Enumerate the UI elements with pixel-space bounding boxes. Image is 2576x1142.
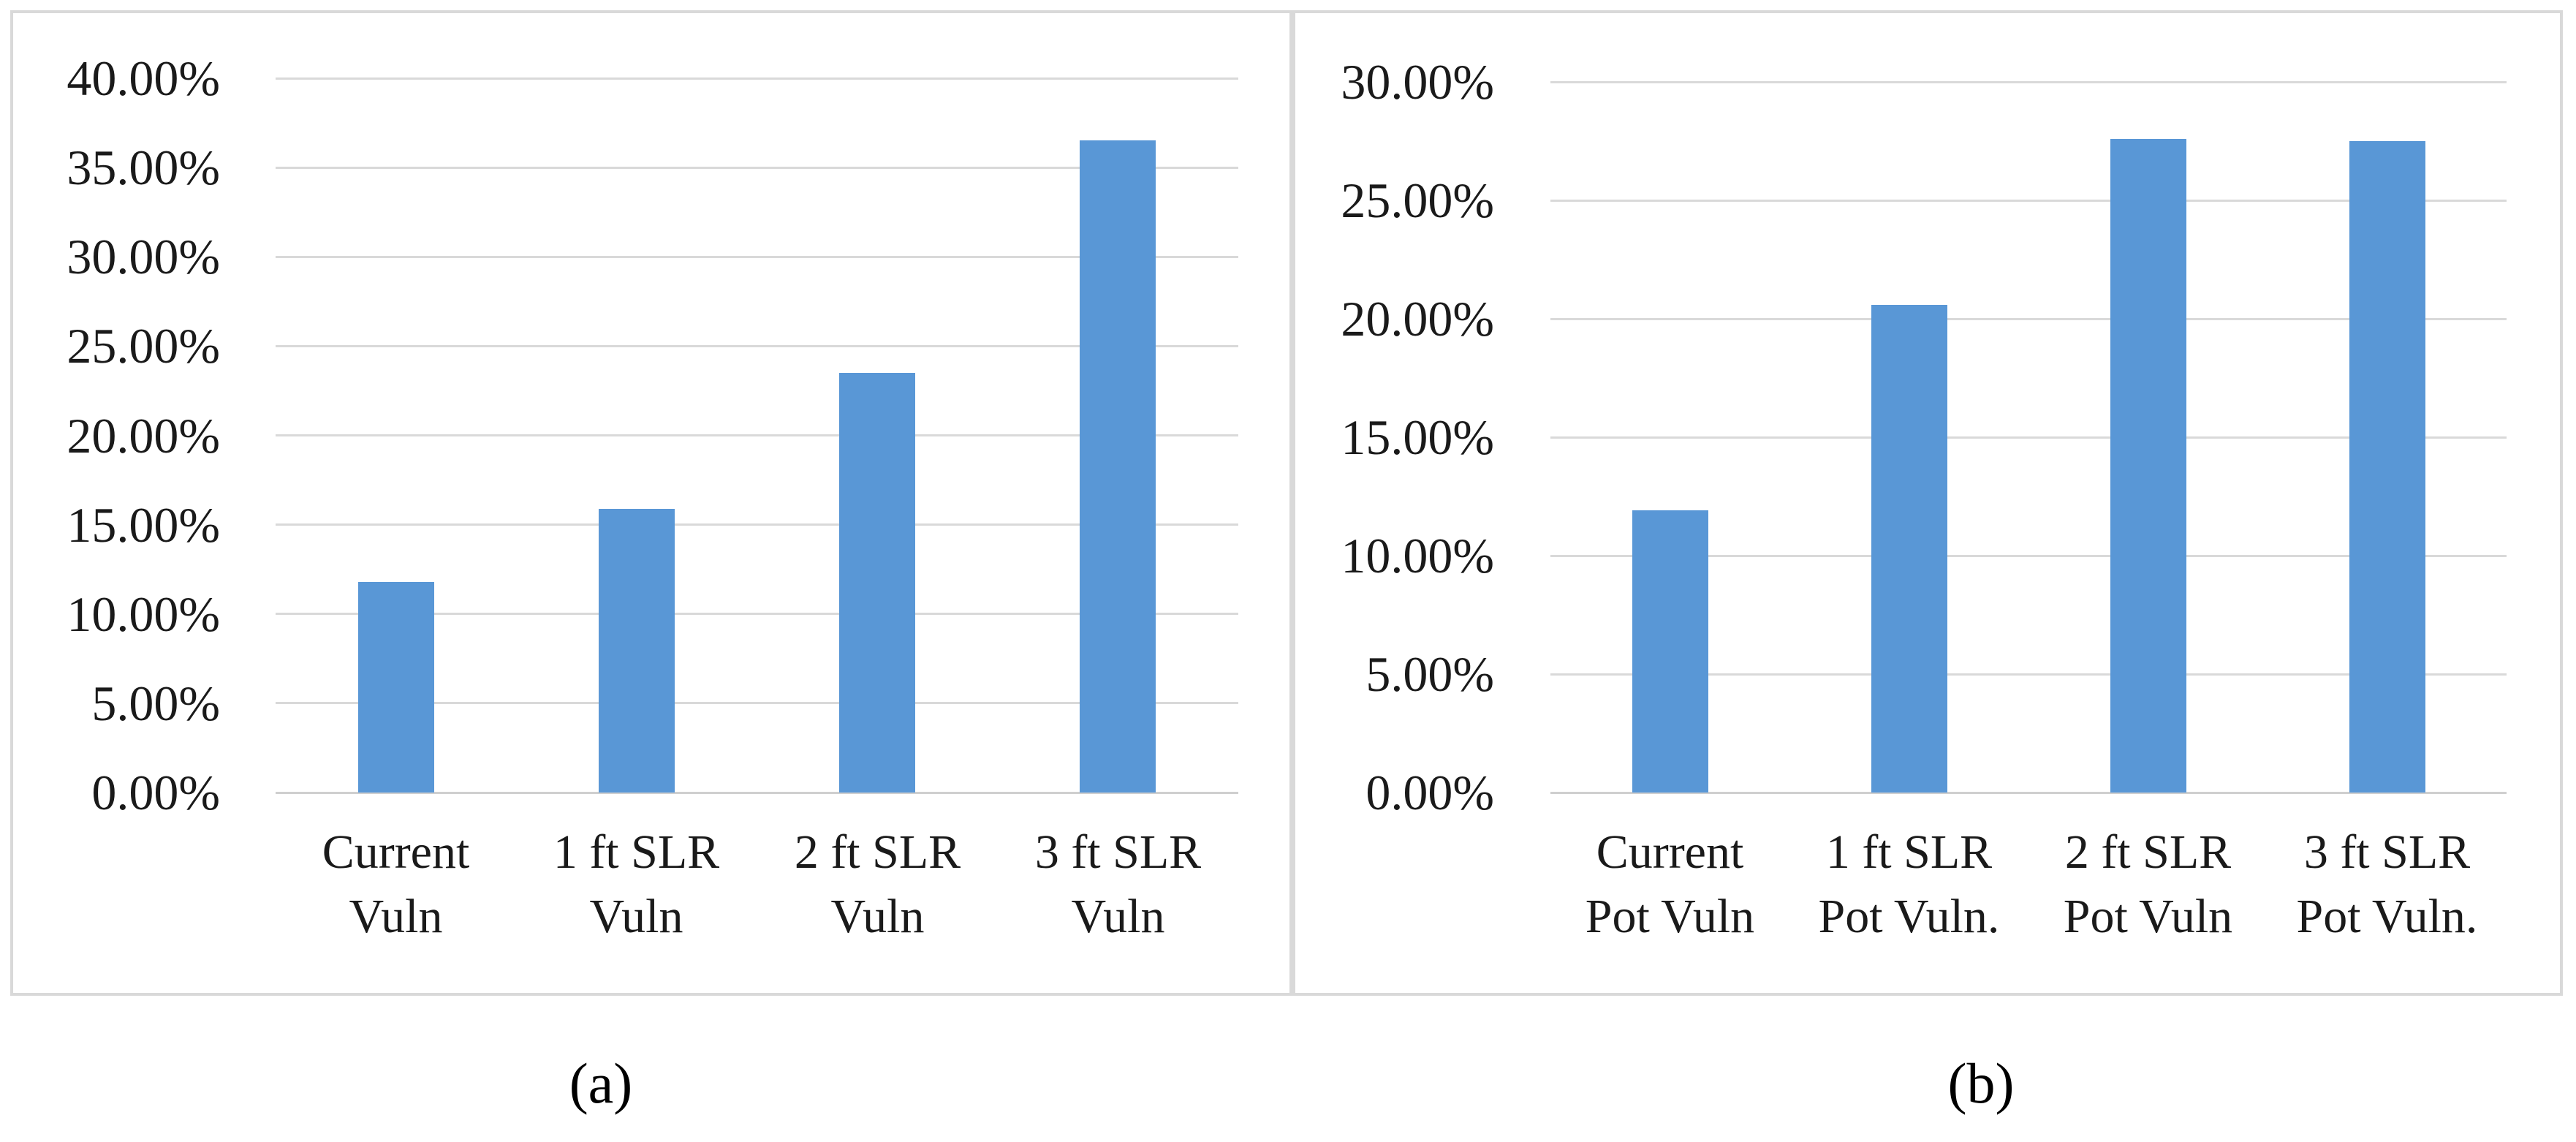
bar-chart-pot-vuln: 30.00% 25.00% 20.00% 15.00% 10.00% 5.00% 0.00%…: [1295, 13, 2560, 993]
x-axis-category-label-line: Pot Vuln: [1585, 890, 1755, 943]
y-gridline: [1550, 436, 2507, 439]
y-axis-tick-label: 40.00%: [67, 50, 220, 106]
y-axis-tick-label: 5.00%: [91, 676, 220, 731]
x-axis-category-label-line: Vuln: [349, 890, 443, 943]
x-axis-category-label-line: 2 ft SLR: [794, 825, 961, 879]
x-axis-category-label-line: Pot Vuln.: [1818, 890, 2000, 943]
x-axis-category-label: 1 ft SLR Vuln: [516, 820, 757, 949]
y-gridline: [276, 523, 1238, 526]
y-gridline: [276, 167, 1238, 169]
bar-3-ft-slr-pot-vuln-: [2349, 141, 2425, 793]
x-axis-category-label-line: Pot Vuln.: [2296, 890, 2478, 943]
bar-2-ft-slr-pot-vuln: [2110, 139, 2186, 793]
y-axis-tick-label: 20.00%: [1341, 291, 1494, 347]
x-axis-category-label-line: 3 ft SLR: [2303, 825, 2471, 879]
y-gridline: [276, 613, 1238, 615]
bar-2-ft-slr-vuln: [839, 373, 915, 793]
x-axis-category-label-line: Vuln: [830, 890, 925, 943]
y-axis-tick-label: 0.00%: [91, 765, 220, 820]
x-axis-category-label: 1 ft SLR Pot Vuln.: [1789, 820, 2028, 949]
x-axis-category-label-line: 1 ft SLR: [553, 825, 720, 879]
y-gridline: [1550, 81, 2507, 83]
x-axis-line: [276, 792, 1238, 794]
chart-panel-a: 40.00% 35.00% 30.00% 25.00% 20.00% 15.00% 10.0…: [10, 10, 1292, 996]
x-axis-category-label-line: 3 ft SLR: [1034, 825, 1202, 879]
x-axis-category-label: 2 ft SLR Vuln: [757, 820, 998, 949]
x-axis-category-label: 2 ft SLR Pot Vuln: [2028, 820, 2268, 949]
caption-a: (a): [569, 1051, 633, 1115]
y-gridline: [1550, 555, 2507, 557]
x-axis-category-label: Current Vuln: [276, 820, 516, 949]
y-gridline: [1550, 673, 2507, 676]
x-axis-category-label-line: 1 ft SLR: [1825, 825, 1993, 879]
y-gridline: [276, 702, 1238, 704]
y-gridline: [276, 345, 1238, 347]
y-axis-tick-label: 10.00%: [1341, 528, 1494, 583]
y-axis-tick-label: 25.00%: [67, 318, 220, 374]
bar-chart-vuln: 40.00% 35.00% 30.00% 25.00% 20.00% 15.00% 10.0…: [13, 13, 1289, 993]
y-axis-tick-label: 5.00%: [1365, 646, 1494, 702]
y-axis-tick-label: 30.00%: [67, 229, 220, 284]
y-axis-tick-label: 30.00%: [1341, 54, 1494, 110]
x-axis-category-label-line: 2 ft SLR: [2064, 825, 2232, 879]
bar-1-ft-slr-vuln: [599, 509, 675, 793]
y-axis-tick-label: 20.00%: [67, 408, 220, 464]
y-gridline: [276, 434, 1238, 436]
x-axis-line: [1550, 792, 2507, 794]
y-axis-tick-label: 0.00%: [1365, 765, 1494, 820]
y-axis-tick-label: 35.00%: [67, 140, 220, 195]
bar-1-ft-slr-pot-vuln-: [1871, 305, 1947, 793]
x-axis-category-label-line: Current: [322, 825, 470, 879]
y-gridline: [1550, 318, 2507, 320]
x-axis-category-label-line: Current: [1596, 825, 1744, 879]
bar-current-vuln: [358, 582, 434, 793]
x-axis-category-label: 3 ft SLR Pot Vuln.: [2268, 820, 2507, 949]
caption-b: (b): [1947, 1051, 2015, 1115]
chart-panel-b: 30.00% 25.00% 20.00% 15.00% 10.00% 5.00% 0.00%…: [1292, 10, 2563, 996]
x-axis-category-label: Current Pot Vuln: [1550, 820, 1789, 949]
bar-current-pot-vuln: [1632, 510, 1708, 793]
y-gridline: [276, 77, 1238, 80]
x-axis-category-label-line: Pot Vuln: [2063, 890, 2233, 943]
x-axis-category-label: 3 ft SLR Vuln: [998, 820, 1238, 949]
y-axis-tick-label: 25.00%: [1341, 173, 1494, 228]
y-axis-tick-label: 10.00%: [67, 586, 220, 642]
y-gridline: [276, 256, 1238, 258]
y-gridline: [1550, 200, 2507, 202]
y-axis-tick-label: 15.00%: [1341, 409, 1494, 465]
x-axis-category-label-line: Vuln: [589, 890, 683, 943]
bar-3-ft-slr-vuln: [1080, 140, 1156, 793]
x-axis-category-label-line: Vuln: [1071, 890, 1165, 943]
y-axis-tick-label: 15.00%: [67, 497, 220, 553]
